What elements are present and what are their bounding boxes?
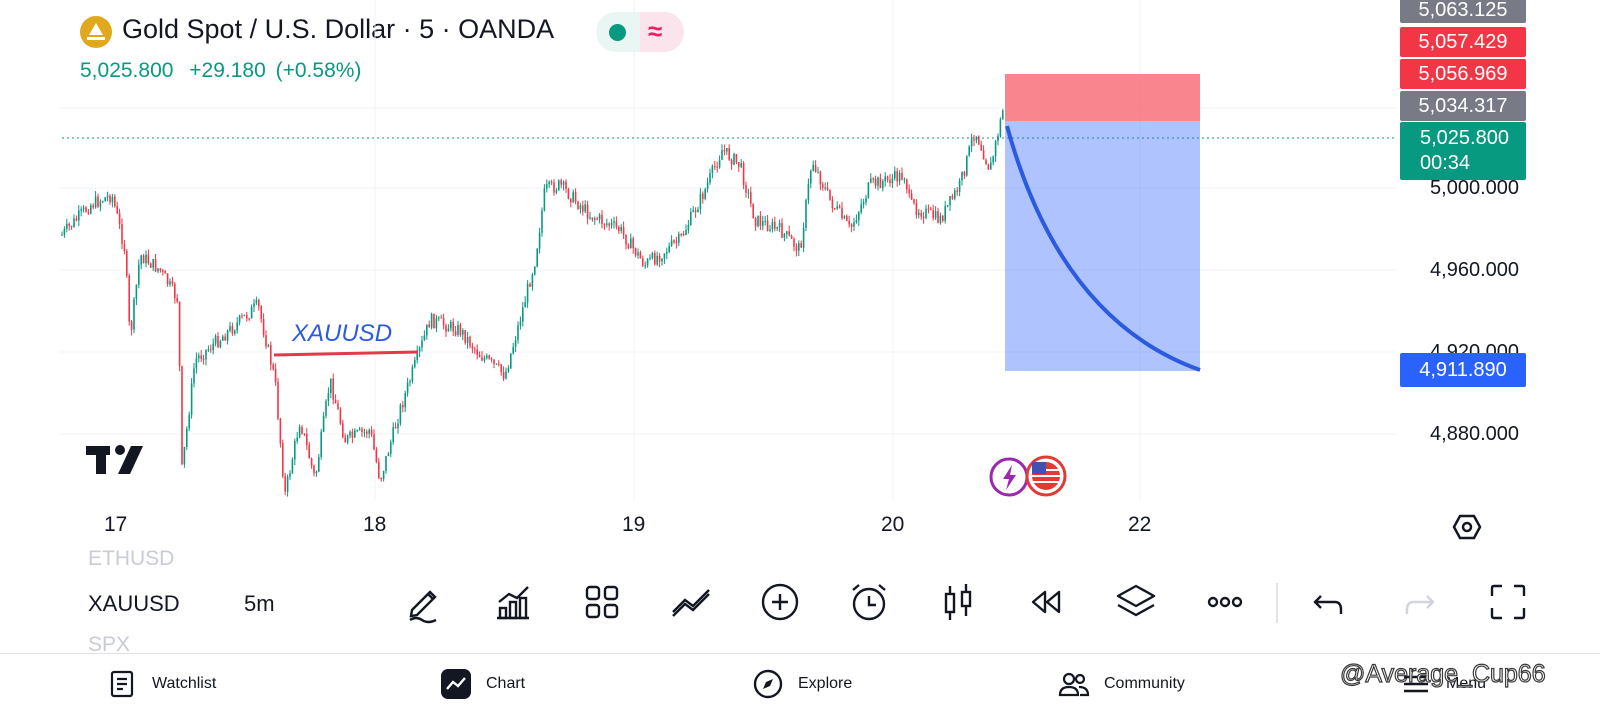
nav-explore[interactable]: Explore xyxy=(752,664,852,704)
more-icon[interactable] xyxy=(1203,580,1247,624)
replay-icon[interactable] xyxy=(1025,580,1069,624)
fullscreen-icon[interactable] xyxy=(1486,580,1530,624)
entry-price-tag: 5,034.317 xyxy=(1400,91,1526,121)
menu-icon xyxy=(1404,675,1428,693)
community-icon xyxy=(1058,672,1090,697)
price-change-pct: (+0.58%) xyxy=(275,59,362,82)
stop-price-tag-2: 5,056.969 xyxy=(1400,59,1526,89)
prev-symbol[interactable]: ETHUSD xyxy=(88,547,175,570)
nav-community[interactable]: Community xyxy=(1058,664,1185,704)
add-icon[interactable] xyxy=(758,580,802,624)
toolbar-divider xyxy=(1276,583,1278,623)
watermark-text: @Average_Cup66 xyxy=(1339,659,1546,688)
alarm-icon[interactable] xyxy=(847,580,891,624)
undo-icon[interactable] xyxy=(1307,580,1351,624)
date-label-18: 18 xyxy=(363,513,387,536)
nav-menu-label: Menu xyxy=(1446,675,1487,692)
date-label-20: 20 xyxy=(881,513,905,536)
last-price-tag-value: 5,025.800 xyxy=(1420,127,1509,149)
date-label-19: 19 xyxy=(622,513,646,536)
price-quote: 5,025.800 +29.180 (+0.58%) xyxy=(80,59,371,83)
event-icons xyxy=(989,455,1067,497)
pencil-icon[interactable] xyxy=(402,580,446,624)
nav-community-label: Community xyxy=(1104,675,1185,692)
tradingview-logo-icon xyxy=(86,445,143,474)
axis-price-4880: 4,880.000 xyxy=(1430,423,1519,445)
nav-divider xyxy=(0,653,1600,654)
nav-watchlist[interactable]: Watchlist xyxy=(106,664,216,704)
stop-price-tag-1: 5,057.429 xyxy=(1400,27,1526,57)
nav-chart-label: Chart xyxy=(486,675,526,692)
take-profit-zone xyxy=(1005,121,1200,371)
wave-icon: ≈ xyxy=(648,16,663,46)
market-open-dot-icon xyxy=(609,24,626,41)
annotation-line xyxy=(273,350,419,357)
gold-symbol-logo xyxy=(80,16,112,48)
indicators-icon[interactable] xyxy=(491,580,535,624)
symbol-selector[interactable]: XAUUSD xyxy=(88,591,180,616)
date-label-17: 17 xyxy=(104,513,128,536)
watchlist-icon xyxy=(110,670,134,698)
last-price: 5,025.800 xyxy=(80,59,174,82)
candlestick-series xyxy=(61,109,1004,497)
axis-price-4960: 4,960.000 xyxy=(1430,259,1519,281)
candles-icon[interactable] xyxy=(936,580,980,624)
target-price-tag: 4,911.890 xyxy=(1400,353,1526,387)
nav-explore-label: Explore xyxy=(798,675,853,692)
projection-curve xyxy=(1005,125,1201,372)
next-symbol[interactable]: SPX xyxy=(88,633,131,656)
annotation-text: XAUUSD xyxy=(291,320,392,347)
last-price-tag: 5,025.800 00:34 xyxy=(1400,122,1526,180)
grid-icon[interactable] xyxy=(580,580,624,624)
bar-countdown: 00:34 xyxy=(1420,152,1471,174)
nav-watchlist-label: Watchlist xyxy=(152,675,217,692)
price-change: +29.180 xyxy=(189,59,266,82)
layers-icon[interactable] xyxy=(1114,580,1158,624)
symbol-title[interactable]: Gold Spot / U.S. Dollar · 5 · OANDA xyxy=(122,14,555,44)
interval-selector[interactable]: 5m xyxy=(244,591,275,616)
top-price-tag: 5,063.125 xyxy=(1400,0,1526,23)
market-status-pill[interactable]: ≈ xyxy=(596,12,684,52)
chart-settings-icon[interactable] xyxy=(1452,512,1482,542)
chart-icon xyxy=(441,669,471,699)
nav-chart[interactable]: Chart xyxy=(440,664,525,704)
axis-price-5000: 5,000.000 xyxy=(1430,177,1519,199)
drawing-tools-icon[interactable] xyxy=(669,580,713,624)
compass-icon xyxy=(753,669,783,699)
price-chart[interactable]: XAUUSD xyxy=(0,0,1600,545)
date-label-22: 22 xyxy=(1128,513,1152,536)
stop-loss-zone xyxy=(1005,74,1200,121)
nav-menu[interactable]: Menu xyxy=(1400,664,1486,704)
redo-icon[interactable] xyxy=(1397,580,1441,624)
